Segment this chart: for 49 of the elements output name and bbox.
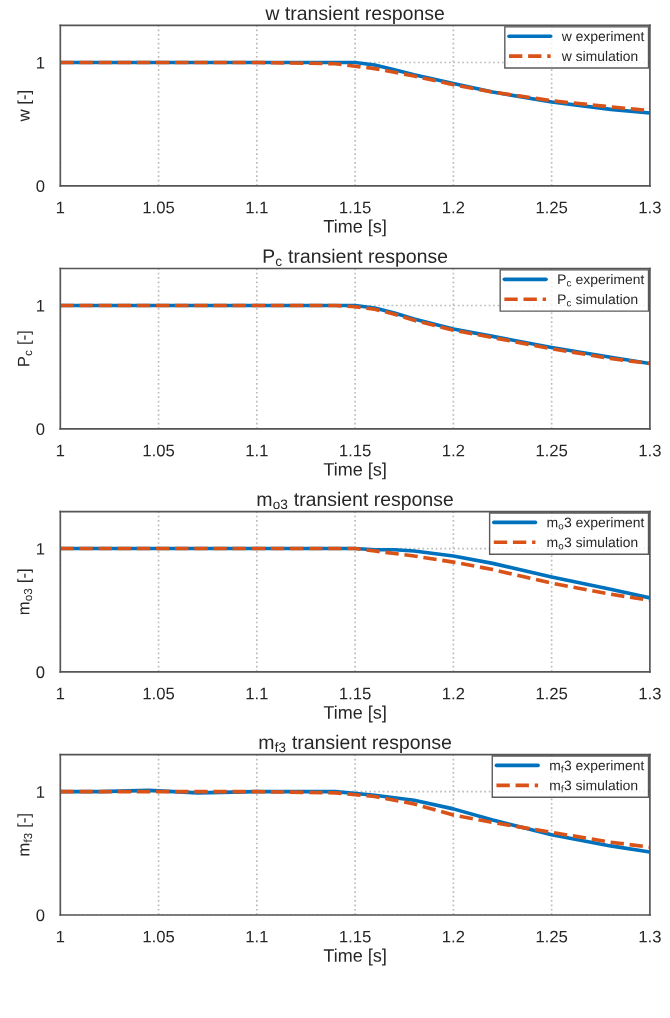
x-tick-label: 1.15 bbox=[340, 201, 371, 214]
y-tick-label: 0 bbox=[36, 423, 45, 436]
y-tick-label: 0 bbox=[36, 666, 45, 679]
y-tick-label: 1 bbox=[37, 786, 45, 798]
y-axis-title: w [-] bbox=[17, 91, 33, 122]
x-tick-label: 1.25 bbox=[536, 687, 568, 700]
chart-title: P$_{c}$ transient response bbox=[263, 248, 448, 267]
y-tick-label: 0 bbox=[36, 909, 45, 922]
x-tick-label: 1.2 bbox=[443, 930, 465, 943]
x-tick-label: 1.25 bbox=[536, 444, 568, 457]
x-axis-title: Time [s] bbox=[323, 705, 386, 723]
x-tick-label: 1.15 bbox=[340, 930, 371, 943]
x-axis-title: Time [s] bbox=[323, 948, 386, 966]
x-tick-label: 1 bbox=[56, 687, 65, 700]
x-tick-label: 1.1 bbox=[246, 687, 268, 700]
y-tick-label: 1 bbox=[37, 543, 45, 555]
x-tick-label: 1.05 bbox=[143, 687, 175, 700]
chart-title: m$_{f3}$ transient response bbox=[259, 734, 452, 753]
line-series bbox=[60, 303, 650, 366]
y-tick-label: 0 bbox=[36, 180, 45, 193]
x-tick-label: 1.3 bbox=[639, 687, 661, 700]
chart-title: m$_{o3}$ transient response bbox=[257, 491, 453, 510]
x-tick-label: 1.1 bbox=[246, 201, 268, 214]
x-tick-label: 1.15 bbox=[340, 687, 371, 700]
x-tick-label: 1.2 bbox=[443, 687, 465, 700]
x-tick-label: 1.25 bbox=[536, 201, 568, 214]
x-tick-label: 1.25 bbox=[536, 930, 568, 943]
x-tick-label: 1.05 bbox=[143, 201, 175, 214]
x-tick-label: 1.1 bbox=[246, 444, 268, 457]
chart-title: w transient response bbox=[265, 5, 444, 24]
x-tick-label: 1.05 bbox=[143, 930, 175, 943]
x-axis-title: Time [s] bbox=[323, 462, 386, 480]
x-tick-label: 1.15 bbox=[340, 444, 371, 457]
x-tick-label: 1.05 bbox=[143, 444, 175, 457]
x-tick-label: 1.2 bbox=[443, 444, 465, 457]
y-tick-label: 1 bbox=[37, 300, 45, 312]
x-tick-label: 1.3 bbox=[639, 444, 661, 457]
x-tick-label: 1.2 bbox=[443, 201, 465, 214]
y-axis-title: m$_{f3}$ [-] bbox=[17, 814, 33, 856]
x-tick-label: 1.3 bbox=[639, 930, 661, 943]
y-axis-title: P$_{c}$ [-] bbox=[17, 331, 33, 366]
x-tick-label: 1 bbox=[56, 930, 65, 943]
y-tick-label: 1 bbox=[37, 57, 45, 69]
x-tick-label: 1.1 bbox=[246, 930, 268, 943]
y-axis-title: m$_{o3}$ [-] bbox=[17, 569, 33, 615]
x-tick-label: 1 bbox=[56, 444, 65, 457]
x-axis-title: Time [s] bbox=[323, 219, 386, 237]
x-tick-label: 1.3 bbox=[639, 201, 661, 214]
x-tick-label: 1 bbox=[56, 201, 65, 214]
